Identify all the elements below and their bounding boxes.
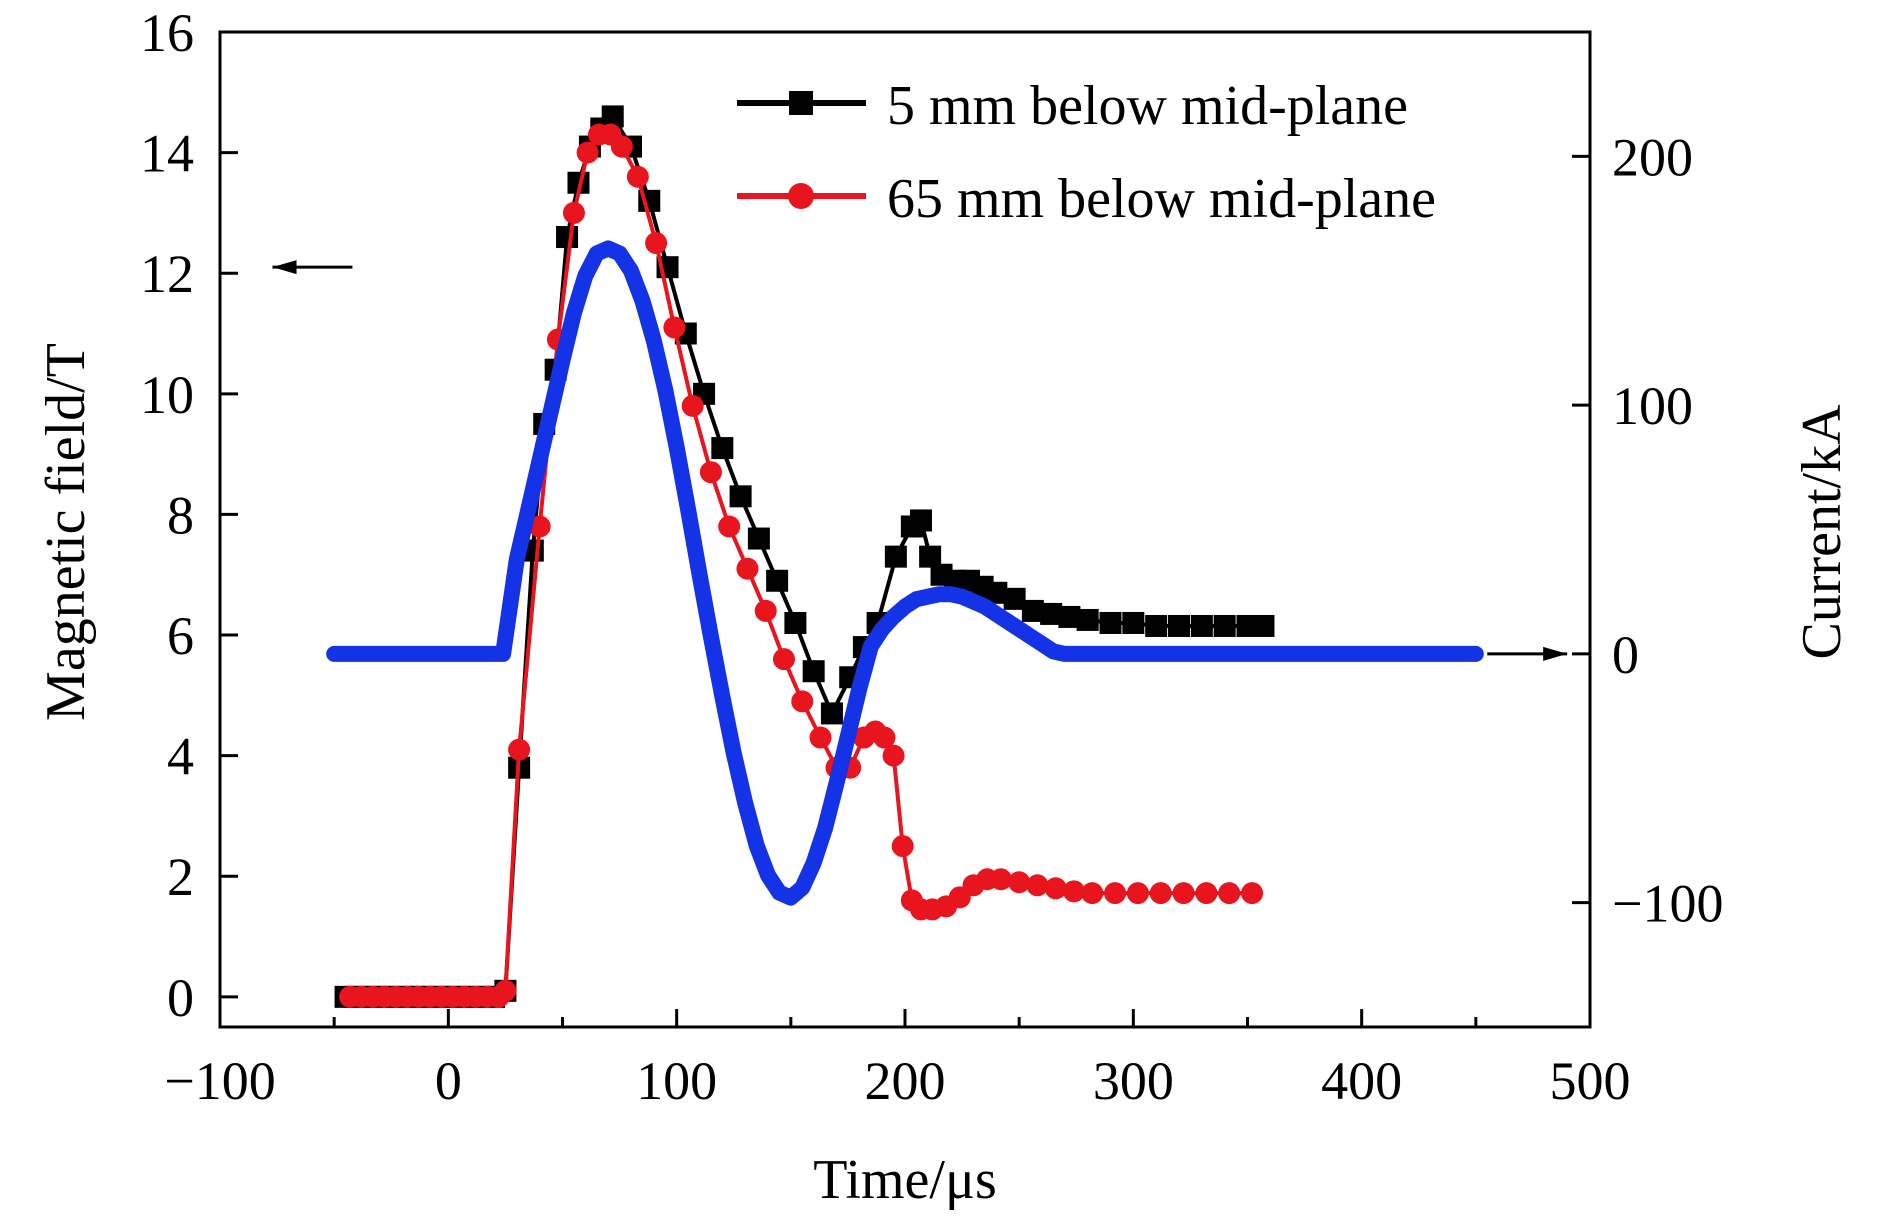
data-point (1122, 611, 1145, 634)
data-point (601, 105, 624, 128)
data-point (1021, 599, 1044, 622)
data-point (576, 141, 599, 164)
x-tick-label: −100 (164, 1051, 275, 1111)
legend-label-5mm: 5 mm below mid-plane (887, 75, 1408, 137)
legend-label-65mm: 65 mm below mid-plane (887, 168, 1436, 230)
data-point (985, 581, 1008, 604)
y2-tick-label: 200 (1612, 127, 1693, 187)
data-point (681, 394, 704, 417)
y-axis-title: Magnetic field/T (35, 343, 97, 721)
data-point (699, 461, 722, 484)
data-point (909, 509, 932, 532)
y-tick-label: 2 (167, 847, 194, 907)
axis-ticks: −100 0 100 200 300 400 500 0 2 4 6 8 10 12 14 16 −100 0 10… (140, 3, 1723, 1111)
data-point (802, 660, 825, 683)
y2-tick-label: 100 (1612, 376, 1693, 436)
y-tick-label: 0 (167, 968, 194, 1028)
x-axis-title: Time/μs (813, 1149, 997, 1211)
data-point (989, 868, 1012, 891)
data-point (718, 515, 741, 538)
legend: 5 mm below mid-plane 65 mm below mid-pla… (737, 75, 1436, 230)
data-point (626, 165, 649, 188)
data-point (711, 437, 734, 460)
arrow-head (272, 260, 297, 275)
data-point (645, 232, 668, 255)
y-tick-label: 6 (167, 606, 194, 666)
data-point (891, 835, 914, 858)
data-point (1252, 614, 1275, 637)
y-tick-label: 10 (140, 365, 194, 425)
data-point (1099, 611, 1122, 634)
data-point (736, 557, 759, 580)
data-point (784, 611, 807, 634)
x-tick-label: 500 (1550, 1051, 1631, 1111)
legend-marker-square (789, 91, 813, 115)
data-point (610, 135, 633, 158)
series-layer (326, 105, 1484, 1008)
data-point (1026, 874, 1049, 897)
x-tick-label: 300 (1093, 1051, 1174, 1111)
series-line-current (326, 240, 1484, 906)
data-point (494, 979, 517, 1002)
x-tick-label: 400 (1321, 1051, 1402, 1111)
data-point (562, 201, 585, 224)
data-point (508, 738, 531, 761)
data-point (809, 726, 832, 749)
series-line (350, 132, 1253, 999)
data-point (873, 726, 896, 749)
data-point (1104, 882, 1127, 905)
y2-axis-title: Current/kA (1791, 404, 1853, 660)
data-point (1003, 587, 1026, 610)
data-point (1058, 605, 1081, 628)
data-point (766, 569, 789, 592)
data-point (1040, 602, 1063, 625)
data-point (528, 515, 551, 538)
x-tick-label: 100 (636, 1051, 717, 1111)
data-point (1213, 614, 1236, 637)
data-point (1195, 882, 1218, 905)
annotation-arrows (272, 260, 1568, 661)
data-point (1076, 608, 1099, 631)
x-tick-label: 200 (865, 1051, 946, 1111)
y-tick-label: 14 (140, 124, 194, 184)
data-point (1044, 877, 1067, 900)
data-point (1168, 614, 1190, 637)
y-tick-label: 16 (140, 3, 194, 63)
data-point (729, 485, 752, 508)
data-point (754, 599, 777, 622)
data-point (791, 690, 814, 713)
data-point (884, 545, 907, 568)
legend-marker-circle (788, 183, 814, 209)
data-point (882, 744, 905, 767)
series-2 (326, 240, 1484, 906)
y-tick-label: 12 (140, 244, 194, 304)
x-tick-label: 0 (435, 1051, 462, 1111)
y-tick-label: 8 (167, 485, 194, 545)
y2-tick-label: −100 (1612, 874, 1723, 934)
data-point (1062, 880, 1085, 903)
data-point (556, 226, 579, 249)
data-point (772, 648, 795, 671)
y-tick-label: 4 (167, 727, 194, 787)
data-point (1081, 882, 1104, 905)
data-point (1145, 614, 1168, 637)
data-point (820, 702, 843, 725)
y2-tick-label: 0 (1612, 625, 1639, 685)
data-point (1190, 614, 1213, 637)
data-point (1008, 871, 1031, 894)
data-point (1126, 882, 1149, 905)
data-point (1172, 882, 1195, 905)
data-point (1218, 882, 1241, 905)
arrow-head (1543, 646, 1568, 661)
data-point (1149, 882, 1172, 905)
data-point (1241, 882, 1264, 905)
data-point (663, 316, 686, 339)
data-point (919, 545, 942, 568)
data-point (747, 527, 770, 550)
